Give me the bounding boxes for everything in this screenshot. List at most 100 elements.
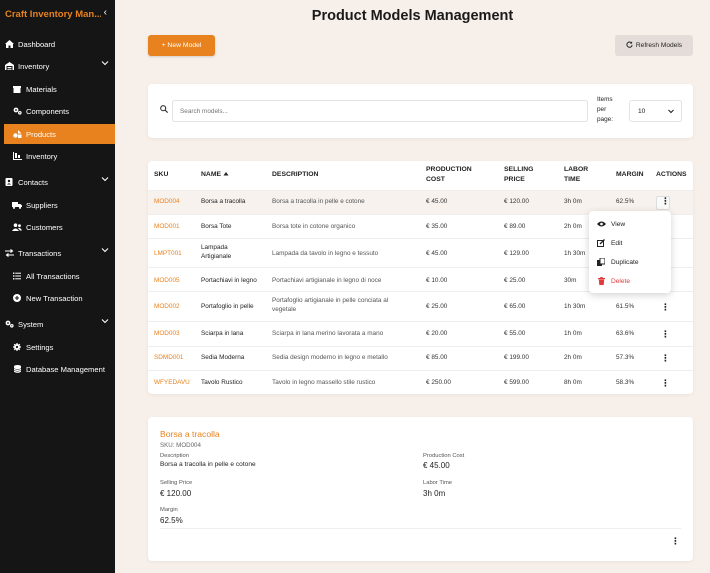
table-row[interactable]: [148, 291, 693, 321]
row-selling-price: € 599.00: [504, 379, 529, 386]
sidebar-item-new-transaction[interactable]: New Transaction: [12, 288, 115, 308]
table-row[interactable]: [148, 190, 693, 214]
sidebar-item-database-management[interactable]: Database Management: [12, 359, 115, 379]
warehouse-icon: [4, 62, 14, 70]
row-name: Borsa Tote: [201, 223, 232, 230]
sidebar-item-label: Database Management: [26, 364, 105, 374]
detail-labor-time-label: Labor Time: [423, 480, 452, 486]
sidebar-item-label: Suppliers: [26, 200, 58, 210]
kebab-menu-icon[interactable]: ⋮: [661, 329, 670, 339]
detail-description: Borsa a tracolla in pelle e cotone: [160, 461, 256, 468]
row-labor-time: 1h 30m: [564, 303, 586, 310]
column-header-production-cost[interactable]: PRODUCTION COST: [426, 166, 472, 183]
column-header-description[interactable]: DESCRIPTION: [272, 171, 319, 178]
sidebar-item-all-transactions[interactable]: All Transactions: [12, 266, 115, 286]
sidebar-item-dashboard[interactable]: Dashboard: [4, 34, 115, 54]
row-margin: 57.3%: [616, 354, 635, 361]
sidebar-item-label: Products: [26, 129, 56, 139]
sidebar-item-inventory[interactable]: Inventory: [12, 146, 115, 166]
search-icon: [160, 105, 169, 115]
new-model-button[interactable]: + New Model: [148, 35, 215, 56]
column-header-margin[interactable]: MARGIN: [616, 171, 644, 178]
kebab-menu-icon[interactable]: ⋮: [661, 353, 670, 363]
table-row[interactable]: [148, 267, 693, 291]
row-production-cost: € 35.00: [426, 223, 448, 230]
search-input[interactable]: [172, 100, 588, 122]
detail-selling-price-label: Selling Price: [160, 480, 193, 486]
menu-item-view[interactable]: View: [596, 217, 625, 231]
detail-margin: 62.5%: [160, 516, 183, 525]
column-header-name-label: NAME: [201, 171, 222, 178]
column-header-selling-price[interactable]: SELLING PRICE: [504, 166, 534, 183]
collapse-sidebar-icon[interactable]: ‹: [103, 7, 107, 18]
row-actions-button-active[interactable]: [656, 196, 670, 210]
column-header-labor-time[interactable]: LABOR TIME: [564, 166, 589, 183]
kebab-menu-icon[interactable]: ⋮: [671, 536, 680, 546]
menu-item-delete[interactable]: Delete: [596, 274, 630, 288]
row-description: Borsa tote in cotone organico: [272, 223, 356, 230]
row-sku: MOD002: [154, 303, 180, 310]
table-row[interactable]: [148, 346, 693, 370]
refresh-models-button[interactable]: Refresh Models: [615, 35, 693, 56]
users-icon: [12, 223, 22, 231]
row-labor-time: 2h 0m: [564, 223, 582, 230]
row-name: Tavolo Rustico: [201, 379, 243, 386]
sidebar-item-label: Customers: [26, 222, 63, 232]
menu-item-duplicate[interactable]: Duplicate: [596, 255, 639, 269]
kebab-menu-icon[interactable]: ⋮: [661, 378, 670, 388]
sidebar-item-system-group[interactable]: System: [4, 314, 115, 334]
row-production-cost: € 25.00: [426, 303, 448, 310]
table-row[interactable]: [148, 214, 693, 238]
sidebar-item-transactions-group[interactable]: Transactions: [4, 243, 115, 263]
table-row[interactable]: [148, 238, 693, 267]
row-margin: 58.3%: [616, 379, 635, 386]
copy-icon: [596, 258, 606, 266]
row-name: Sedia Moderna: [201, 354, 245, 361]
sidebar-item-label: Settings: [26, 342, 54, 352]
truck-icon: [12, 201, 22, 209]
sidebar-item-materials[interactable]: Materials: [12, 79, 115, 99]
sidebar-item-suppliers[interactable]: Suppliers: [12, 195, 115, 215]
row-selling-price: € 55.00: [504, 330, 526, 337]
row-name: Portafoglio in pelle: [201, 303, 254, 310]
table-row[interactable]: [148, 370, 693, 394]
sidebar-item-components[interactable]: Components: [12, 101, 115, 121]
sidebar-item-label: Inventory: [18, 61, 50, 71]
column-header-name[interactable]: NAME: [201, 170, 229, 180]
detail-divider: [160, 528, 681, 529]
row-production-cost: € 20.00: [426, 330, 448, 337]
row-sku: MOD003: [154, 330, 180, 337]
row-selling-price: € 89.00: [504, 223, 526, 230]
sidebar-item-settings[interactable]: Settings: [12, 337, 115, 357]
chevron-down-icon: [101, 246, 109, 256]
row-description: Portafoglio artigianale in pelle conciat…: [272, 297, 389, 313]
row-name: Portachiavi in legno: [201, 277, 257, 284]
sidebar-item-label: New Transaction: [26, 293, 83, 303]
kebab-menu-icon[interactable]: ⋮: [661, 302, 670, 312]
sidebar-item-inventory-group[interactable]: Inventory: [4, 56, 115, 76]
sidebar-item-label: System: [18, 319, 44, 329]
row-description: Borsa a tracolla in pelle e cotone: [272, 198, 365, 205]
sidebar-item-label: Inventory: [26, 151, 58, 161]
sidebar-item-customers[interactable]: Customers: [12, 217, 115, 237]
items-per-page-select[interactable]: 10: [629, 100, 682, 122]
sidebar-item-contacts-group[interactable]: Contacts: [4, 172, 115, 192]
database-icon: [12, 365, 22, 373]
address-book-icon: [4, 178, 14, 186]
detail-sku: SKU: MOD004: [160, 442, 201, 449]
row-labor-time: 1h 30m: [564, 250, 586, 257]
table-row[interactable]: [148, 321, 693, 346]
column-header-sku[interactable]: SKU: [154, 171, 169, 178]
row-selling-price: € 25.00: [504, 277, 526, 284]
refresh-icon: [626, 41, 633, 50]
kebab-menu-icon[interactable]: ⋮: [661, 196, 670, 206]
list-icon: [12, 272, 22, 280]
gear-icon: [12, 343, 22, 351]
sidebar-item-products[interactable]: Products: [4, 124, 115, 144]
menu-item-edit[interactable]: Edit: [596, 236, 622, 250]
row-selling-price: € 199.00: [504, 354, 529, 361]
detail-margin-label: Margin: [160, 507, 178, 513]
exchange-icon: [4, 249, 14, 257]
row-name: Borsa a tracolla: [201, 198, 246, 205]
home-icon: [4, 40, 14, 48]
